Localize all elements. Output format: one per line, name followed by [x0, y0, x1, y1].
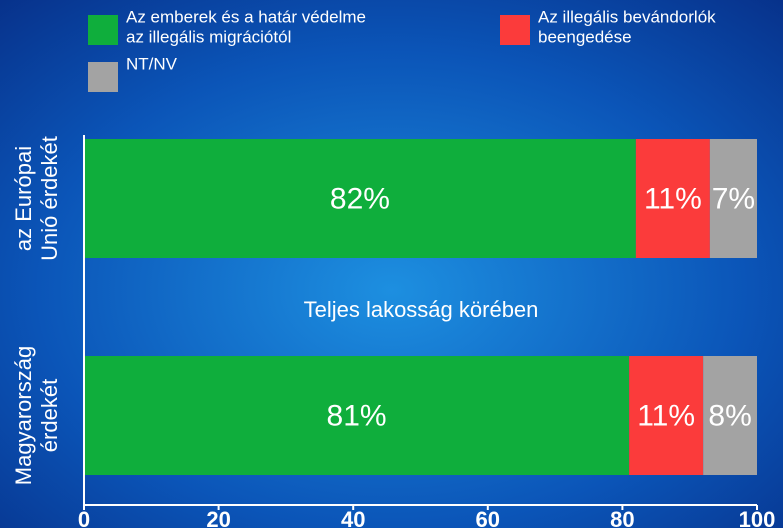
x-tick-label: 20	[206, 507, 230, 528]
value-label: 8%	[708, 399, 751, 432]
category-label: az Európai	[11, 146, 36, 251]
category-label: Magyarország	[11, 346, 36, 485]
x-tick-label: 80	[610, 507, 634, 528]
bar-segment	[703, 356, 757, 475]
bar-segment	[84, 356, 630, 475]
legend-swatch	[500, 15, 530, 45]
legend-label: Az emberek és a határ védelme	[126, 7, 366, 26]
value-label: 11%	[644, 182, 702, 215]
legend-swatch	[88, 62, 118, 92]
x-tick-label: 0	[78, 507, 90, 528]
legend-label: beengedése	[538, 27, 632, 46]
legend-label: az illegális migrációtól	[126, 27, 291, 46]
legend-label: Az illegális bevándorlók	[538, 7, 716, 26]
bar-segment	[635, 139, 710, 258]
annotation: Teljes lakosság körében	[304, 297, 539, 322]
bar-segment	[629, 356, 704, 475]
x-tick-label: 40	[341, 507, 365, 528]
bar-segment	[84, 139, 636, 258]
legend-swatch	[88, 15, 118, 45]
bar-segment	[709, 139, 757, 258]
x-tick-label: 100	[739, 507, 776, 528]
value-label: 81%	[327, 399, 387, 432]
value-label: 11%	[637, 399, 695, 432]
category-label: érdekét	[37, 379, 62, 452]
x-tick-label: 60	[476, 507, 500, 528]
category-label: Unió érdekét	[37, 136, 62, 261]
legend-label: NT/NV	[126, 54, 178, 73]
value-label: 7%	[712, 182, 755, 215]
value-label: 82%	[330, 182, 390, 215]
